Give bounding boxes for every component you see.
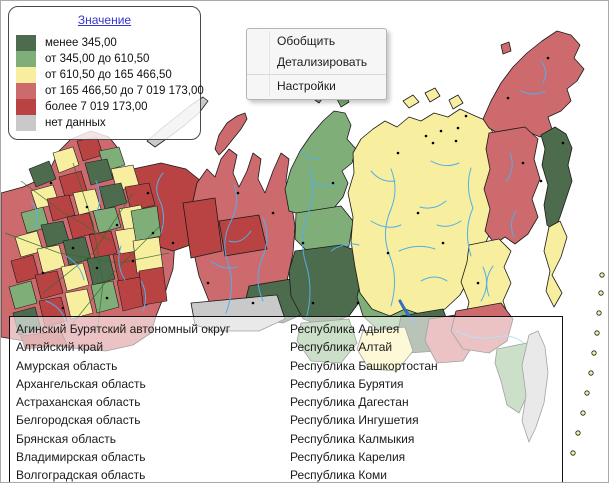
region-list-item[interactable]: Амурская область — [16, 358, 118, 373]
legend-row: менее 345,00 — [9, 35, 200, 51]
region-list-item[interactable]: Республика Бурятия — [290, 376, 404, 391]
menu-item-generalize[interactable]: Обобщить — [277, 34, 336, 48]
region-list-item[interactable]: Республика Карелия — [290, 450, 406, 465]
legend-label: более 7 019 173,00 — [45, 101, 148, 113]
region-list-overlay: Агинский Бурятский автономный округ Алта… — [9, 316, 563, 483]
legend-rows: менее 345,00 от 345,00 до 610,50 от 610,… — [9, 35, 204, 131]
legend-label: от 165 466,50 до 7 019 173,00 — [45, 85, 204, 97]
map-regions-europe-patchwork[interactable] — [8, 136, 168, 350]
legend-row: от 610,50 до 165 466,50 — [9, 67, 200, 83]
legend-panel: Значение менее 345,00 от 345,00 до 610,5… — [8, 6, 204, 140]
region-list-item[interactable]: Республика Коми — [290, 468, 387, 483]
legend-title-link[interactable]: Значение — [77, 13, 132, 27]
legend-row: от 165 466,50 до 7 019 173,00 — [9, 83, 204, 99]
region-list-item[interactable]: Астраханская область — [16, 395, 141, 410]
legend-swatch-band5 — [16, 99, 36, 115]
legend-swatch-band2 — [16, 51, 36, 67]
legend-swatch-band3 — [16, 67, 36, 83]
legend-row: нет данных — [9, 115, 200, 131]
region-list-item[interactable]: Агинский Бурятский автономный округ — [16, 322, 231, 336]
region-list-column-right: Республика Адыгея Республика Алтай Респу… — [290, 320, 438, 483]
region-list-item[interactable]: Белгородская область — [16, 413, 141, 428]
map-roads — [4, 162, 170, 334]
menu-item-detalize[interactable]: Детализировать — [277, 55, 368, 69]
menu-item-settings[interactable]: Настройки — [277, 79, 336, 93]
region-list-item[interactable]: Республика Башкортостан — [290, 358, 438, 373]
region-list-item[interactable]: Брянская область — [16, 431, 116, 446]
legend-row: более 7 019 173,00 — [9, 99, 200, 115]
legend-label: от 610,50 до 165 466,50 — [45, 69, 172, 81]
region-list-item[interactable]: Республика Ингушетия — [290, 413, 419, 428]
legend-label: нет данных — [45, 117, 106, 129]
region-list-item[interactable]: Алтайский край — [16, 340, 104, 355]
kuril-islands — [570, 272, 605, 456]
region-list-item[interactable]: Республика Дагестан — [290, 395, 409, 410]
legend-label: от 345,00 до 610,50 — [45, 53, 150, 65]
region-list-item[interactable]: Республика Адыгея — [290, 322, 400, 336]
legend-row: от 345,00 до 610,50 — [9, 51, 200, 67]
region-list-item[interactable]: Владимирская область — [16, 450, 146, 465]
region-list-item[interactable]: Волгоградская область — [16, 468, 146, 483]
region-list-item[interactable]: Архангельская область — [16, 376, 146, 391]
legend-swatch-band4 — [16, 83, 36, 99]
menu-separator — [247, 74, 386, 75]
legend-swatch-band1 — [16, 35, 36, 51]
region-list-column-left: Агинский Бурятский автономный округ Алта… — [16, 320, 231, 483]
legend-label: менее 345,00 — [45, 37, 117, 49]
region-list-item[interactable]: Республика Калмыкия — [290, 431, 415, 446]
legend-swatch-nodata — [16, 115, 36, 131]
context-menu: Обобщить Детализировать Настройки — [246, 28, 387, 100]
region-list-item[interactable]: Республика Алтай — [290, 340, 393, 355]
map-cities — [41, 56, 565, 310]
